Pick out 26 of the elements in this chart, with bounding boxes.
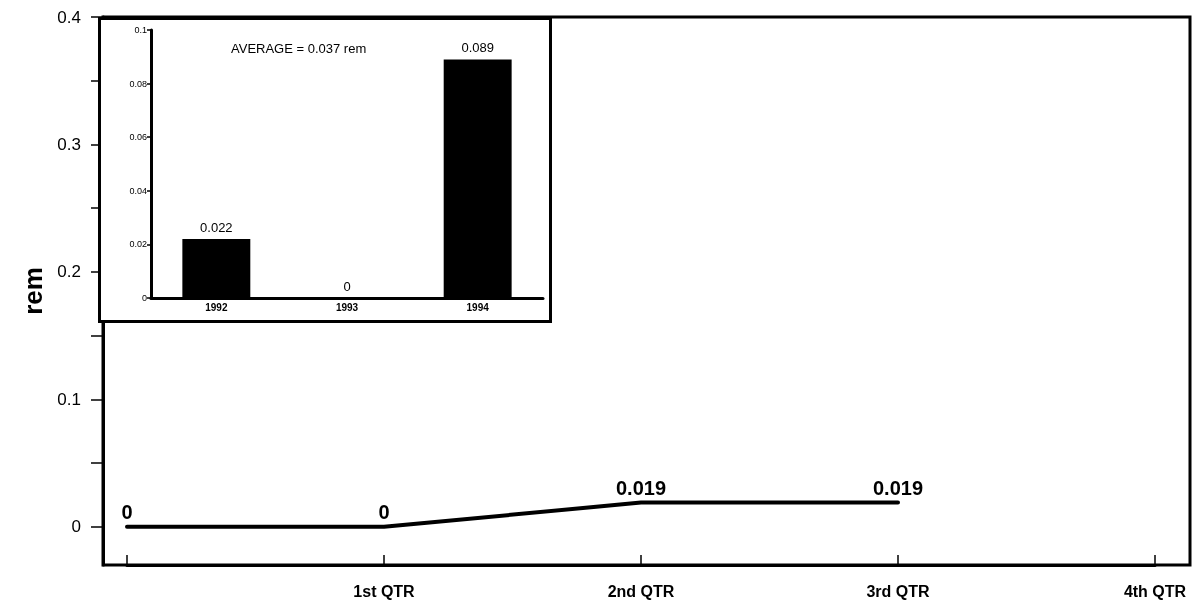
x-tick-label: 1993 — [335, 301, 359, 313]
y-tick-label: 0.2 — [57, 262, 81, 282]
x-tick-label: 4th QTR — [1123, 582, 1187, 600]
y-tick-label: 0 — [71, 517, 81, 537]
y-tick-label: 0 — [141, 293, 147, 303]
y-tick-label: 0.3 — [57, 134, 81, 154]
y-tick-label: 0.08 — [129, 78, 147, 89]
y-tick-label: 0.04 — [129, 185, 147, 196]
data-label: 0.089 — [461, 40, 494, 56]
x-tick-label: 1994 — [466, 301, 490, 313]
y-tick-label: 0.1 — [134, 25, 147, 35]
y-tick-label: 0.02 — [129, 239, 147, 250]
x-tick-label: 1st QTR — [353, 582, 416, 600]
x-tick-label: 3rd QTR — [866, 582, 930, 600]
y-axis-title: rem — [18, 267, 49, 315]
data-label: 0 — [343, 279, 351, 294]
x-tick-label: 1992 — [205, 301, 228, 313]
data-label: 0 — [378, 500, 390, 523]
data-label: 0.019 — [615, 476, 667, 499]
y-tick-label: 0.06 — [129, 132, 147, 143]
x-tick-label: 2nd QTR — [607, 582, 675, 600]
y-tick-label: 0.1 — [57, 389, 81, 409]
data-label: 0.022 — [200, 220, 233, 236]
y-tick-label: 0.4 — [57, 7, 81, 27]
annotation: AVERAGE = 0.037 rem — [231, 41, 367, 56]
data-label: 0.019 — [872, 476, 924, 499]
